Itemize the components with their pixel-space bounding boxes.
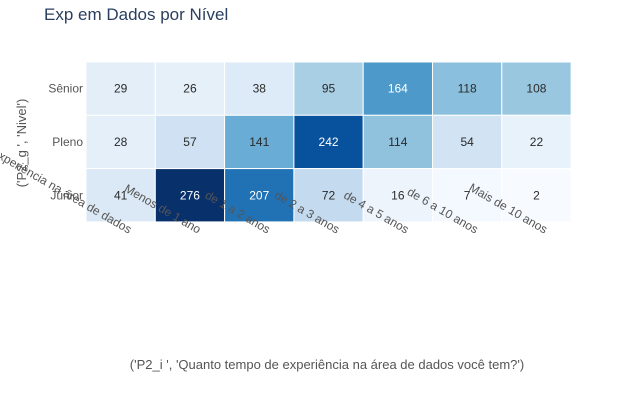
heatmap-cell — [224, 114, 295, 170]
heatmap-cell — [224, 61, 295, 116]
cell-value-label: 57 — [183, 135, 197, 149]
heatmap-cell — [85, 114, 156, 170]
heatmap-cell — [501, 168, 572, 223]
cell-value-label: 114 — [388, 135, 407, 149]
cell-value-label: 242 — [319, 135, 339, 149]
cell-value-label: 16 — [391, 188, 405, 202]
y-axis-title: ('P2_g ', 'Nivel') — [14, 99, 29, 188]
cell-value-label: 38 — [253, 82, 267, 96]
heatmap-cell — [501, 114, 572, 170]
heatmap-cell — [224, 168, 295, 223]
x-axis-title: ('P2_i ', 'Quanto tempo de experiência n… — [130, 357, 524, 372]
cell-value-label: 95 — [322, 82, 336, 96]
cell-value-label: 141 — [249, 135, 269, 149]
cell-value-label: 22 — [530, 135, 544, 149]
heatmap-cell — [432, 168, 503, 223]
cell-value-label: 118 — [458, 82, 477, 96]
cell-value-label: 72 — [322, 188, 336, 202]
cell-value-label: 41 — [114, 188, 128, 202]
heatmap-cell — [362, 168, 434, 223]
heatmap-cell — [432, 114, 503, 170]
y-tick-label: Pleno — [52, 135, 83, 149]
chart-title: Exp em Dados por Nível — [44, 5, 228, 24]
cell-value-label: 29 — [114, 82, 128, 96]
cell-value-label: 54 — [460, 135, 474, 149]
heatmap-cell — [85, 61, 156, 116]
heatmap-cell — [501, 61, 572, 116]
cell-value-label: 26 — [183, 82, 197, 96]
y-tick-label: Júnior — [50, 188, 83, 202]
y-tick-label: Sênior — [48, 82, 83, 96]
heatmap-cell — [362, 61, 434, 116]
cell-value-label: 28 — [114, 135, 128, 149]
cell-value-label: 2 — [533, 188, 540, 202]
heatmap-cells: 29 26 38 95 164 118 108 28 57 141 242 114 54 22 41 276 2… — [85, 61, 572, 223]
cell-value-label: 207 — [249, 188, 269, 202]
heatmap-cell — [154, 114, 226, 170]
cell-value-label: 164 — [388, 82, 408, 96]
cell-value-label: 108 — [526, 82, 546, 96]
cell-value-label: 276 — [180, 188, 200, 202]
cell-value-label: 7 — [464, 188, 471, 202]
y-tick-labels: Sênior Pleno Júnior — [48, 82, 83, 203]
heatmap-cell — [293, 168, 364, 223]
